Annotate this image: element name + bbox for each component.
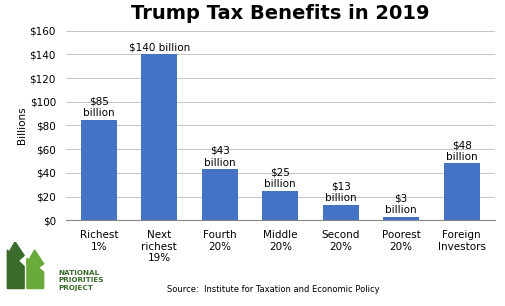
Text: $3
billion: $3 billion	[385, 193, 417, 215]
Text: NATIONAL
PRIORITIES
PROJECT: NATIONAL PRIORITIES PROJECT	[58, 270, 104, 291]
Bar	[443, 163, 480, 220]
Text: $25
billion: $25 billion	[265, 167, 296, 189]
Text: $48
billion: $48 billion	[446, 140, 477, 162]
Polygon shape	[27, 258, 43, 289]
Text: $85
billion: $85 billion	[83, 96, 115, 118]
Bar	[201, 169, 238, 220]
Text: $13
billion: $13 billion	[325, 181, 357, 203]
Text: $140 billion: $140 billion	[129, 43, 190, 53]
Polygon shape	[7, 250, 24, 289]
Bar	[141, 54, 177, 220]
Text: Source:  Institute for Taxation and Economic Policy: Source: Institute for Taxation and Econo…	[167, 285, 379, 294]
Y-axis label: Billions: Billions	[17, 107, 27, 144]
Polygon shape	[27, 250, 43, 271]
Bar	[323, 205, 359, 220]
Text: $43
billion: $43 billion	[204, 146, 236, 168]
Bar	[81, 120, 117, 220]
Bar	[262, 191, 298, 220]
Bar	[383, 217, 419, 220]
Polygon shape	[7, 242, 24, 264]
Title: Trump Tax Benefits in 2019: Trump Tax Benefits in 2019	[131, 5, 430, 24]
